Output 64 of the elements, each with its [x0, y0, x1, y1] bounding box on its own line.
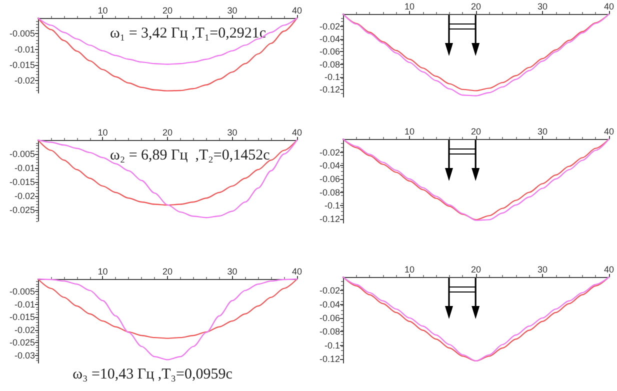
- line-series: [37, 139, 298, 218]
- y-tick-label: -0.12: [319, 214, 340, 224]
- y-tick-label: -0.12: [319, 84, 340, 94]
- x-tick-label: 20: [162, 266, 173, 276]
- y-tick-label: -0.06: [319, 46, 340, 57]
- y-tick-label: -0.04: [319, 299, 340, 310]
- x-tick-label: 30: [227, 266, 238, 276]
- x-tick-label: 20: [162, 128, 173, 138]
- y-tick-label: -0.06: [319, 174, 340, 184]
- y-tick-label: -0.02: [319, 286, 340, 296]
- x-tick-label: 30: [537, 2, 548, 12]
- y-tick-label: -0.1: [324, 200, 340, 211]
- y-tick-label: -0.01: [14, 162, 35, 173]
- y-tick-label: -0.1: [324, 72, 340, 82]
- y-tick-label: -0.08: [319, 326, 340, 337]
- x-tick-label: 40: [292, 128, 302, 138]
- y-tick-label: -0.1: [324, 340, 340, 350]
- x-tick-label: 40: [604, 264, 614, 274]
- x-tick-label: 20: [162, 6, 173, 16]
- x-tick-label: 40: [292, 266, 302, 276]
- x-tick-label: 10: [404, 2, 415, 12]
- x-tick-label: 30: [227, 6, 238, 16]
- y-tick-label: -0.005: [9, 286, 35, 297]
- y-tick-label: -0.02: [319, 22, 340, 32]
- text: ω₃ =10,43 Гц ,T₃=0,0959c: [72, 366, 233, 382]
- line-series: [37, 17, 298, 92]
- y-tick-label: -0.025: [9, 204, 35, 215]
- y-tick-label: -0.01: [14, 299, 35, 310]
- x-tick-label: 40: [604, 2, 614, 12]
- x-tick-label: 20: [470, 264, 482, 274]
- annotation: ω₁ = 3,42 Гц ,T₁=0,2921c: [110, 26, 266, 42]
- y-tick-label: -0.02: [14, 190, 35, 201]
- annotation: ω₂ = 6,89 Гц ,T₂=0,1452c: [110, 148, 270, 164]
- x-tick-label: 20: [470, 126, 482, 136]
- x-tick-label: 30: [537, 264, 548, 274]
- y-tick-label: -0.12: [319, 354, 340, 364]
- x-tick-label: 40: [604, 126, 614, 136]
- x-tick-label: 10: [98, 266, 108, 276]
- x-tick-label: 30: [227, 128, 238, 138]
- x-tick-label: 10: [98, 128, 108, 138]
- y-tick-label: -0.04: [319, 160, 340, 171]
- y-tick-label: -0.04: [319, 34, 340, 44]
- x-tick-label: 30: [537, 126, 548, 136]
- y-tick-label: -0.02: [14, 324, 35, 335]
- x-tick-label: 20: [470, 2, 482, 12]
- y-tick-label: -0.01: [14, 44, 35, 54]
- y-tick-label: -0.015: [9, 60, 35, 70]
- y-tick-label: -0.02: [14, 76, 35, 86]
- x-tick-label: 10: [98, 6, 108, 16]
- y-tick-label: -0.08: [319, 187, 340, 198]
- x-tick-label: 10: [404, 264, 415, 274]
- y-tick-label: -0.025: [9, 338, 35, 348]
- x-tick-label: 40: [292, 6, 302, 16]
- y-tick-label: -0.005: [9, 28, 35, 39]
- line-series: [37, 278, 298, 360]
- x-tick-label: 10: [404, 126, 415, 136]
- line-series: [342, 276, 610, 362]
- y-tick-label: -0.03: [14, 350, 35, 360]
- y-tick-label: -0.06: [319, 312, 340, 323]
- y-tick-label: -0.02: [319, 147, 340, 158]
- y-tick-label: -0.015: [9, 176, 35, 187]
- y-tick-label: -0.08: [319, 59, 340, 70]
- y-tick-label: -0.015: [9, 312, 35, 322]
- y-tick-label: -0.005: [9, 148, 35, 159]
